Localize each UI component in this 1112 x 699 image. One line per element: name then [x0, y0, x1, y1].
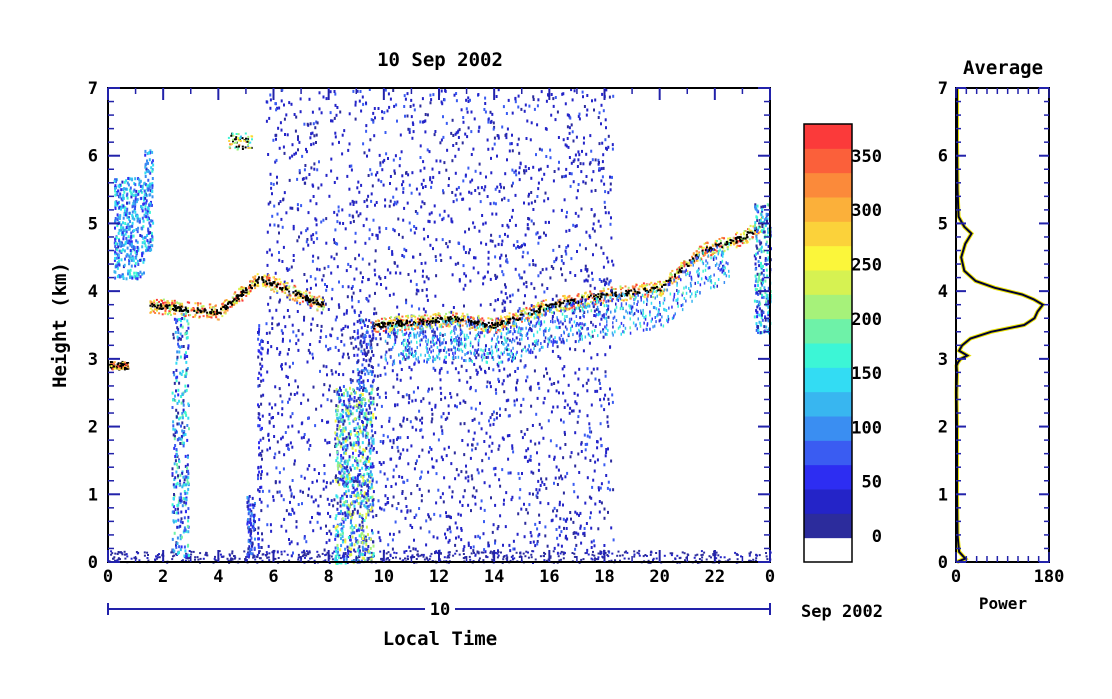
x-tick-label: 6 — [268, 567, 278, 587]
colorbar-tick-label: 300 — [851, 201, 882, 221]
profile-y-tick-label: 6 — [938, 147, 948, 167]
colorbar-tick-label: 250 — [851, 256, 882, 276]
colorbar: 0 50 100 150 200 250 300 350 — [803, 123, 882, 563]
y-tick-label: 1 — [88, 485, 98, 505]
colorbar-swatch — [804, 270, 852, 295]
x-tick-label: 2 — [158, 567, 168, 587]
colorbar-swatch — [804, 172, 852, 198]
profile-chart-title: Average — [963, 57, 1043, 79]
colorbar-tick-label: 100 — [851, 418, 882, 438]
colorbar-swatch — [804, 367, 852, 393]
x-tick-label: 8 — [324, 567, 334, 587]
y-tick-label: 3 — [88, 350, 98, 370]
cloud-layer-returns — [149, 216, 764, 334]
main-chart-title: 10 Sep 2002 — [377, 49, 503, 71]
x-tick-label: 10 — [374, 567, 394, 587]
colorbar-tick-label: 150 — [851, 364, 882, 384]
x-tick-label: 22 — [705, 567, 725, 587]
colorbar-swatch — [804, 148, 852, 174]
colorbar-swatch — [804, 489, 852, 514]
x-axis-label: Local Time — [383, 628, 497, 650]
y-tick-label: 2 — [88, 418, 98, 438]
profile-frame — [955, 87, 1050, 563]
fall-streaks — [384, 242, 730, 367]
colorbar-swatch — [804, 318, 852, 344]
colorbar-swatch — [804, 440, 852, 466]
colorbar-tick-label: 50 — [862, 473, 882, 493]
colorbar-tick-label: 350 — [851, 147, 882, 167]
x-tick-label: 18 — [594, 567, 614, 587]
colorbar-swatch — [804, 197, 852, 222]
colorbar-swatch — [804, 391, 852, 417]
y-axis-label: Height (km) — [49, 262, 71, 388]
x-tick-label: 0 — [765, 567, 775, 587]
date-month-year-label: Sep 2002 — [801, 602, 883, 622]
colorbar-tick-label: 200 — [851, 310, 882, 330]
profile-y-tick-label: 7 — [938, 79, 948, 99]
y-tick-label: 7 — [88, 79, 98, 99]
heatmap-area — [108, 88, 772, 565]
profile-line — [955, 88, 1045, 563]
precipitation-columns — [171, 203, 772, 565]
x-tick-label: 20 — [649, 567, 669, 587]
profile-axes: 0 1 2 3 4 5 6 7 0 180 — [938, 79, 1065, 587]
colorbar-swatch — [804, 124, 852, 149]
noise-returns — [265, 88, 615, 555]
profile-x-tick-label: 0 — [951, 567, 961, 587]
profile-y-tick-label: 1 — [938, 485, 948, 505]
profile-x-tick-label: 180 — [1034, 567, 1065, 587]
y-tick-label: 6 — [88, 147, 98, 167]
y-tick-label: 5 — [88, 214, 98, 234]
profile-y-tick-label: 3 — [938, 350, 948, 370]
colorbar-swatch — [804, 343, 852, 368]
x-tick-label: 16 — [539, 567, 559, 587]
colorbar-frame — [803, 123, 853, 563]
x-tick-label: 0 — [103, 567, 113, 587]
high-patches — [227, 132, 254, 151]
profile-line-halo — [954, 88, 1046, 564]
colorbar-swatch — [804, 221, 852, 247]
profile-y-tick-label: 4 — [938, 282, 948, 302]
colorbar-swatch — [804, 537, 852, 563]
colorbar-swatch — [804, 513, 852, 539]
profile-y-tick-label: 5 — [938, 214, 948, 234]
colorbar-tick-label: 0 — [872, 527, 882, 547]
y-tick-label: 4 — [88, 282, 98, 302]
colorbar-swatch — [804, 416, 852, 441]
x-tick-label: 4 — [213, 567, 223, 587]
colorbar-swatch — [804, 245, 852, 271]
profile-y-tick-label: 0 — [938, 553, 948, 573]
x-tick-label: 12 — [429, 567, 449, 587]
date-axis: 10 Sep 2002 — [107, 599, 883, 622]
colorbar-swatch — [804, 294, 852, 320]
profile-x-axis-label: Power — [979, 594, 1027, 613]
date-day-label: 10 — [430, 600, 450, 620]
date-label-bg — [425, 599, 455, 619]
early-low-layer — [109, 360, 130, 371]
y-tick-label: 0 — [88, 553, 98, 573]
colorbar-swatch — [804, 464, 852, 490]
profile-y-tick-label: 2 — [938, 418, 948, 438]
early-high-cloud — [113, 149, 155, 281]
x-tick-label: 14 — [484, 567, 504, 587]
